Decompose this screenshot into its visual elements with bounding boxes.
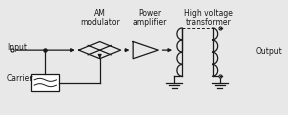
Bar bbox=[31, 74, 59, 92]
Text: Power
amplifier: Power amplifier bbox=[133, 9, 167, 27]
Text: High voltage
transformer: High voltage transformer bbox=[184, 9, 233, 27]
Text: Input: Input bbox=[8, 42, 28, 51]
Text: Output: Output bbox=[256, 47, 283, 56]
Text: AM
modulator: AM modulator bbox=[80, 9, 120, 27]
Text: Carrier: Carrier bbox=[7, 73, 33, 82]
